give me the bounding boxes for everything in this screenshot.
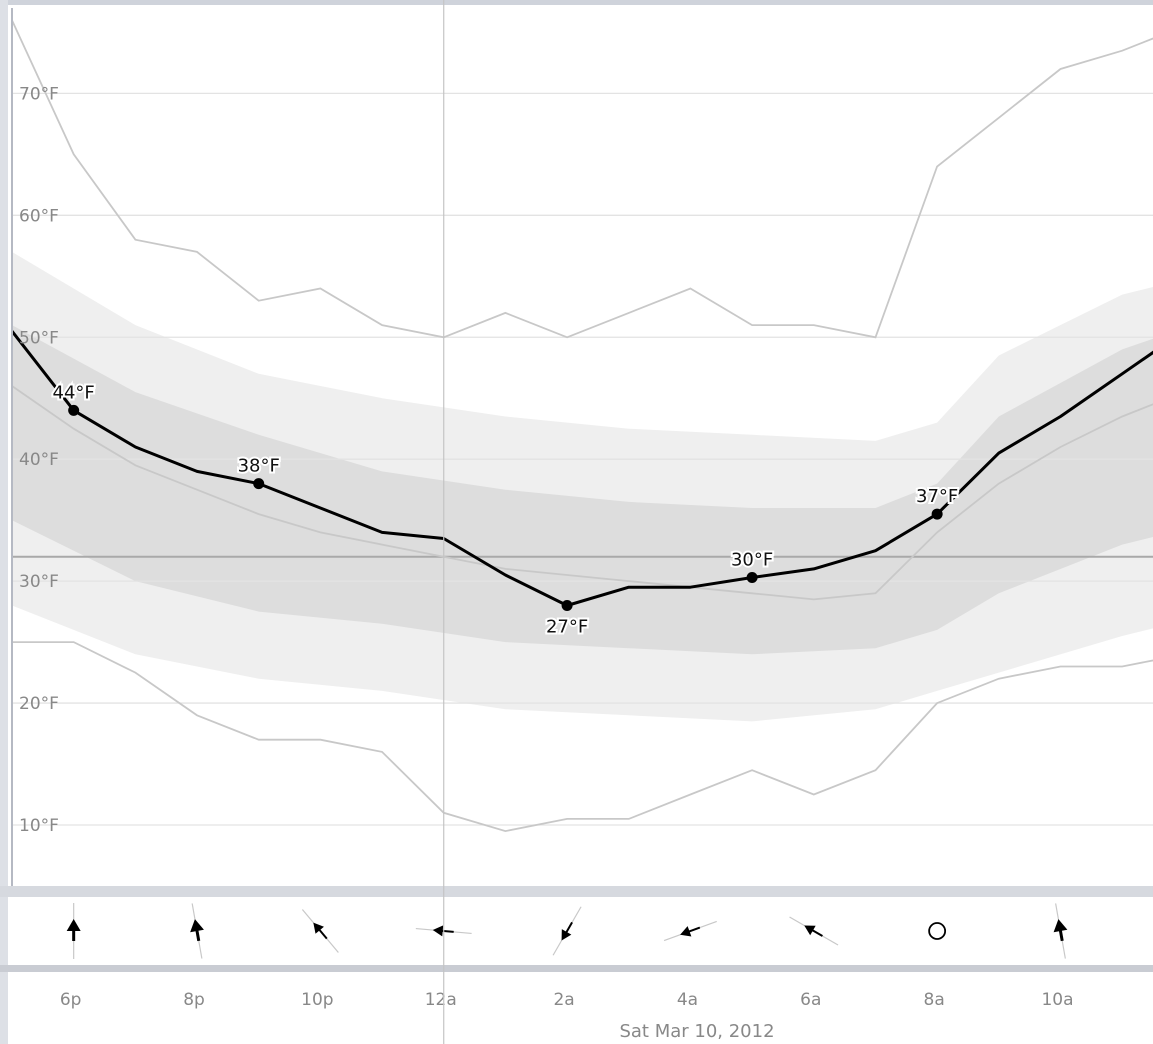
wind-strip (0, 897, 1153, 972)
y-tick-label: 40°F (19, 450, 59, 470)
top-border (0, 0, 1153, 5)
record-high-line (12, 19, 1153, 339)
x-tick-label: 6a (800, 990, 821, 1010)
forecast-line (12, 330, 1153, 607)
x-tick-label: 12a (425, 990, 457, 1010)
forecast-point (253, 478, 265, 490)
x-tick-label: 8a (924, 990, 945, 1010)
wind-arrow-icon (789, 916, 839, 946)
wind-arrow-icon (66, 903, 81, 959)
band-inner (12, 325, 1153, 655)
time-axis: Sat Mar 10, 20126p8p10p12a2a4a6a8a10a12p… (8, 972, 1153, 1044)
point-value-label: 27°F (546, 617, 588, 638)
wind-arrow-icon (190, 903, 204, 959)
x-tick-label: 8p (183, 990, 205, 1010)
point-value-label: 37°F (916, 486, 958, 507)
point-value-label: 44°F (53, 382, 95, 403)
y-tick-label: 60°F (19, 206, 59, 226)
wind-arrow-icon (1053, 903, 1068, 959)
y-tick-label: 10°F (19, 816, 59, 836)
wind-calm-icon (928, 922, 947, 940)
separator-top (0, 886, 1153, 897)
median-line (12, 385, 1153, 601)
date-label: Sat Mar 10, 2012 (619, 1021, 774, 1042)
forecast-point (561, 600, 573, 612)
record-low-line (12, 641, 1153, 833)
y-tick-label: 20°F (19, 694, 59, 714)
wind-arrow-icon (663, 920, 717, 942)
y-tick-label: 30°F (19, 572, 59, 592)
point-value-label: 38°F (238, 456, 280, 477)
wind-arrow-icon (301, 909, 339, 953)
axis-bg (8, 972, 1153, 1044)
x-tick-label: 10p (301, 990, 333, 1010)
x-tick-label: 10a (1041, 990, 1073, 1010)
forecast-point (68, 404, 80, 416)
forecast-point (746, 571, 758, 583)
separator-bottom (0, 965, 1153, 972)
x-tick-label: 4a (677, 990, 698, 1010)
forecast-point (931, 508, 943, 520)
y-tick-label: 50°F (19, 328, 59, 348)
x-tick-label: 6p (60, 990, 82, 1010)
y-tick-label: 70°F (19, 84, 59, 104)
x-tick-label: 2a (553, 990, 574, 1010)
wind-arrow-icon (552, 906, 582, 956)
left-border (0, 0, 8, 1044)
point-value-label: 30°F (731, 549, 773, 570)
plot-clip-group (12, 19, 1153, 833)
